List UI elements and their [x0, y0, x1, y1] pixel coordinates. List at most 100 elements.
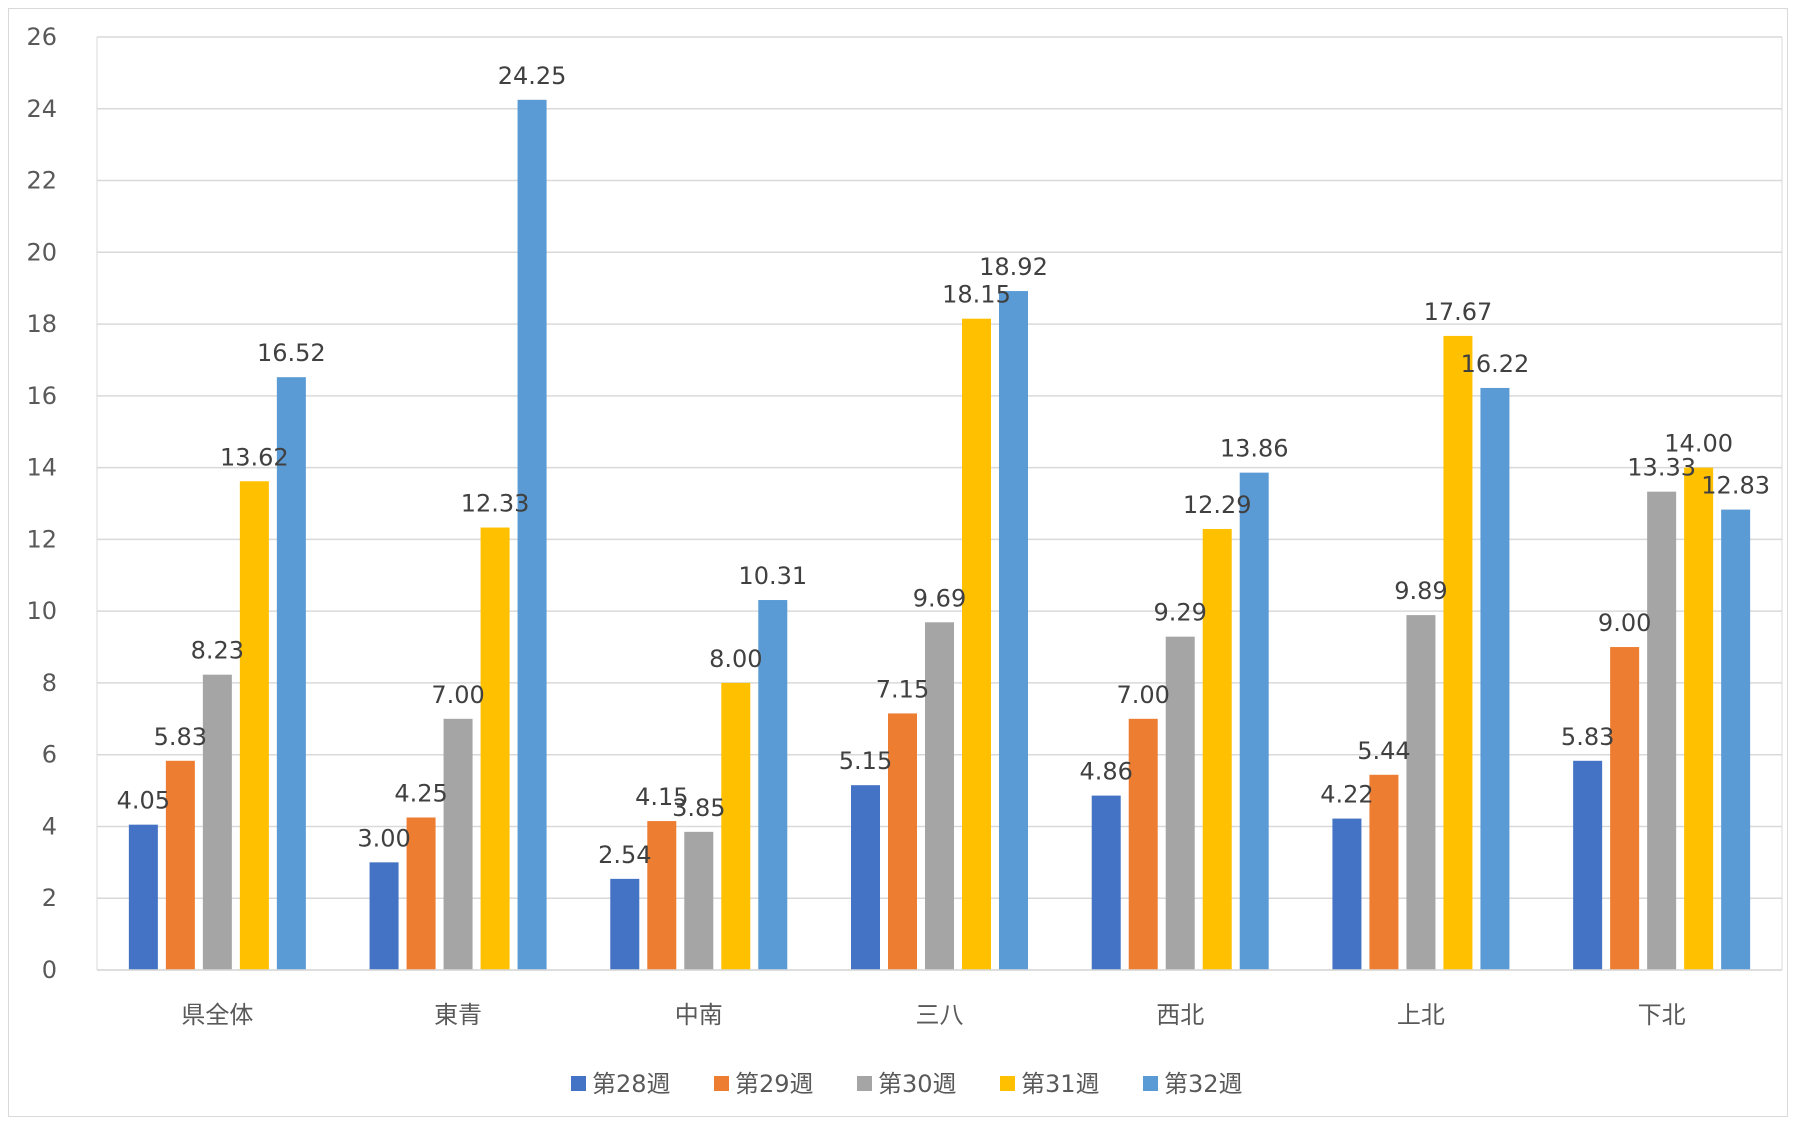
bar	[202, 674, 232, 970]
bar	[1128, 718, 1158, 970]
bar	[1239, 472, 1269, 970]
legend-label: 第32週	[1164, 1070, 1243, 1098]
data-label: 12.29	[1183, 491, 1252, 519]
data-label: 24.25	[498, 62, 567, 90]
bar	[888, 713, 917, 970]
bar	[610, 878, 640, 970]
bars	[128, 99, 1751, 971]
y-tick-label: 20	[26, 238, 57, 266]
data-label: 13.86	[1220, 435, 1289, 463]
data-label: 7.00	[431, 681, 484, 709]
data-label: 8.23	[191, 637, 244, 665]
data-label: 17.67	[1424, 298, 1493, 326]
bar	[1091, 795, 1121, 970]
bar	[1369, 774, 1399, 970]
data-label: 4.25	[394, 779, 447, 807]
bar	[851, 785, 880, 970]
bar	[239, 481, 269, 970]
x-category-label: 県全体	[181, 1001, 253, 1029]
y-tick-label: 10	[26, 597, 57, 625]
bar	[406, 817, 436, 970]
y-tick-label: 26	[26, 23, 57, 51]
data-label: 9.69	[913, 584, 966, 612]
data-label: 13.62	[220, 443, 289, 471]
y-tick-label: 24	[26, 95, 57, 123]
x-category-label: 中南	[675, 1001, 723, 1029]
data-label: 16.52	[257, 339, 326, 367]
data-label: 8.00	[709, 645, 762, 673]
data-label: 14.00	[1664, 430, 1733, 458]
bar	[1406, 615, 1436, 970]
bar	[443, 718, 473, 970]
legend-swatch	[1143, 1076, 1158, 1091]
bar	[1480, 387, 1510, 970]
legend-label: 第29週	[735, 1070, 814, 1098]
data-label: 7.00	[1116, 681, 1169, 709]
legend-swatch	[1000, 1076, 1015, 1091]
bar	[647, 821, 677, 970]
y-tick-label: 6	[42, 741, 57, 769]
bar	[925, 622, 954, 970]
data-label: 5.83	[154, 723, 207, 751]
data-label: 5.83	[1561, 723, 1614, 751]
bar	[1202, 528, 1232, 970]
data-label: 5.15	[839, 747, 892, 775]
bar	[276, 377, 306, 970]
data-label: 4.22	[1320, 781, 1373, 809]
bar	[1165, 636, 1195, 970]
data-label: 4.05	[117, 787, 170, 815]
legend-label: 第28週	[592, 1070, 671, 1098]
y-tick-label: 12	[26, 525, 57, 553]
legend-swatch	[714, 1076, 729, 1091]
data-label: 12.33	[461, 490, 530, 518]
x-category-label: 下北	[1638, 1001, 1686, 1029]
data-label: 7.15	[876, 675, 929, 703]
bar	[758, 600, 788, 970]
y-tick-label: 14	[26, 454, 57, 482]
legend-label: 第31週	[1021, 1070, 1100, 1098]
x-category-label: 三八	[916, 1001, 964, 1029]
y-tick-label: 0	[42, 956, 57, 984]
y-tick-label: 4	[42, 812, 57, 840]
bar	[480, 527, 510, 970]
data-label: 12.83	[1701, 472, 1770, 500]
legend-label: 第30週	[878, 1070, 957, 1098]
bar	[1443, 335, 1473, 971]
data-label: 9.00	[1598, 609, 1651, 637]
bar	[517, 99, 547, 970]
x-category-label: 西北	[1156, 1001, 1204, 1029]
data-label: 10.31	[738, 562, 807, 590]
bar	[1684, 467, 1714, 970]
y-tick-label: 2	[42, 884, 57, 912]
legend-swatch	[571, 1076, 586, 1091]
bar	[1573, 760, 1603, 970]
x-category-label: 東青	[434, 1001, 482, 1029]
bar	[684, 831, 714, 970]
data-label: 13.33	[1627, 454, 1696, 482]
data-label: 9.29	[1153, 599, 1206, 627]
bar	[1647, 491, 1677, 970]
bar	[165, 760, 195, 970]
data-label: 3.85	[672, 794, 725, 822]
y-tick-label: 8	[42, 669, 57, 697]
y-tick-label: 22	[26, 167, 57, 195]
data-label: 4.86	[1079, 758, 1132, 786]
data-label: 18.15	[942, 281, 1011, 309]
data-label: 3.00	[357, 824, 410, 852]
y-tick-label: 16	[26, 382, 57, 410]
legend-swatch	[857, 1076, 872, 1091]
bar	[1610, 647, 1640, 970]
bar	[999, 291, 1028, 970]
data-label: 4.15	[635, 783, 688, 811]
bar	[369, 862, 399, 970]
data-label: 5.44	[1357, 737, 1410, 765]
bar	[721, 682, 751, 970]
legend: 第28週 第29週 第30週 第31週 第32週	[571, 1070, 1243, 1098]
x-category-label: 上北	[1397, 1001, 1445, 1029]
bar	[128, 824, 158, 970]
data-label: 9.89	[1394, 577, 1447, 605]
y-tick-label: 18	[26, 310, 57, 338]
data-labels: 4.05 5.83 8.23 13.62 16.52 3.00 4.25 7.00 12.33 2…	[117, 62, 1770, 869]
